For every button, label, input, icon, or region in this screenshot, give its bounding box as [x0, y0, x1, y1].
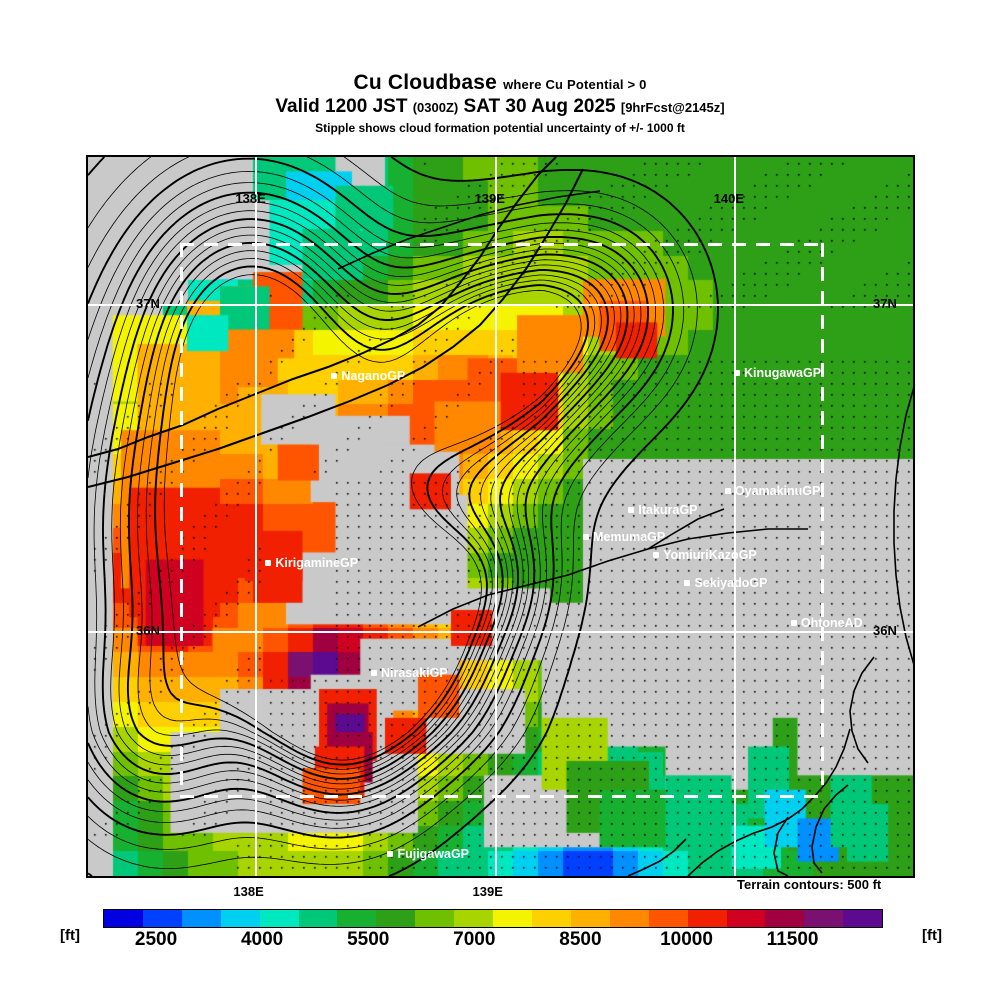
colorbar-swatch-7 [376, 910, 416, 927]
station-marker-NirasakiGP[interactable]: NirasakiGP [370, 665, 448, 680]
station-marker-MemumaGP[interactable]: MemumaGP [583, 530, 665, 544]
map-label-lon-139E: 139E [474, 191, 505, 206]
station-marker-FujigawaGP[interactable]: FujigawaGP [387, 847, 469, 861]
station-marker-KirigamineGP[interactable]: KirigamineGP [265, 556, 358, 570]
station-dot-icon [733, 369, 740, 376]
colorbar-tick-5500: 5500 [347, 929, 390, 950]
colorbar-tick-10000: 10000 [660, 929, 713, 950]
station-marker-SekiyadoGP[interactable]: SekiyadoGP [684, 576, 767, 590]
forecast-tag: [9hrFcst@2145z] [620, 100, 725, 116]
map-panel[interactable]: 138E 139E 140E 36N 36N 37N 37N NaganoGP Kinugaw… [86, 155, 915, 878]
colorbar-swatches [103, 909, 883, 928]
gridline-lon-139E [494, 157, 497, 876]
map-label-lon-138E: 138E [235, 191, 266, 206]
colorbar-swatch-6 [337, 910, 377, 927]
colorbar: [ft] [ft] 2500 4000 5500 7000 8500 10000 11500 [0, 905, 1000, 965]
colorbar-swatch-4 [259, 910, 299, 927]
latlon-grid-layer: 138E 139E 140E 36N 36N 37N 37N [88, 157, 913, 876]
colorbar-swatch-16 [726, 910, 766, 927]
colorbar-swatch-15 [687, 910, 727, 927]
station-marker-YomiuriKazoGP[interactable]: YomiuriKazoGP [653, 548, 757, 562]
inner-domain-box-edge [180, 243, 183, 795]
title-block: Cu Cloudbase where Cu Potential > 0 Vali… [0, 71, 1000, 135]
colorbar-swatch-18 [804, 910, 844, 927]
station-dot-icon [583, 533, 589, 540]
colorbar-swatch-17 [765, 910, 805, 927]
gridline-lon-140E [733, 157, 736, 876]
axis-label-lon-138E-bottom: 138E [233, 884, 264, 899]
map-label-lat-36N-left: 36N [136, 622, 160, 638]
colorbar-swatch-19 [843, 910, 883, 927]
station-label: MemumaGP [593, 529, 666, 544]
colorbar-swatch-5 [298, 910, 338, 927]
colorbar-swatch-0 [104, 910, 143, 927]
chart-title-suffix: where Cu Potential > 0 [503, 77, 647, 92]
terrain-contour-layer [88, 157, 913, 876]
chart-valid-line: Valid 1200 JST (0300Z) SAT 30 Aug 2025 [… [0, 95, 1000, 119]
station-dot-icon [331, 373, 338, 380]
colorbar-swatch-13 [609, 910, 649, 927]
map-label-lat-37N-left: 37N [136, 296, 160, 312]
colorbar-swatch-8 [415, 910, 455, 927]
station-label: OhtoneAD [800, 615, 863, 630]
chart-title: Cu Cloudbase where Cu Potential > 0 [0, 71, 1000, 94]
axis-label-lon-139E-bottom: 139E [472, 884, 503, 899]
station-marker-ItakuraGP[interactable]: ItakuraGP [628, 503, 697, 517]
colorbar-swatch-3 [220, 910, 260, 927]
colorbar-unit-left: [ft] [60, 927, 80, 944]
station-label: NirasakiGP [380, 665, 448, 680]
station-marker-OyamakinuGP[interactable]: OyamakinuGP [724, 484, 821, 499]
station-dot-icon [370, 669, 377, 676]
valid-prefix: Valid 1200 JST [275, 96, 408, 118]
gridline-lat-37N [88, 304, 913, 307]
station-dot-icon [628, 507, 635, 514]
station-label: YomiuriKazoGP [663, 548, 757, 563]
station-dot-icon [653, 552, 660, 559]
colorbar-tick-8500: 8500 [559, 929, 602, 950]
inner-domain-box-edge [180, 243, 821, 246]
station-label: FujigawaGP [397, 847, 470, 862]
station-label: KinugawaGP [743, 365, 822, 380]
colorbar-swatch-14 [648, 910, 688, 927]
chart-title-main: Cu Cloudbase [353, 71, 498, 94]
station-label: ItakuraGP [638, 503, 698, 518]
inner-domain-box-edge [821, 243, 824, 795]
colorbar-swatch-2 [181, 910, 221, 927]
valid-z: (0300Z) [412, 100, 459, 116]
station-dot-icon [387, 851, 394, 858]
inner-domain-box-edge [180, 795, 821, 798]
colorbar-swatch-11 [531, 910, 571, 927]
gridline-lat-36N [88, 630, 913, 633]
colorbar-tick-2500: 2500 [134, 929, 178, 950]
colorbar-unit-right: [ft] [922, 927, 942, 944]
colorbar-swatch-10 [493, 910, 532, 927]
station-marker-KinugawaGP[interactable]: KinugawaGP [733, 365, 822, 380]
map-label-lat-37N-right: 37N [873, 296, 897, 312]
valid-date: SAT 30 Aug 2025 [463, 96, 616, 118]
colorbar-swatch-9 [454, 910, 494, 927]
station-marker-NaganoGP[interactable]: NaganoGP [331, 369, 405, 383]
map-label-lat-36N-right: 36N [873, 622, 897, 638]
station-label: NaganoGP [341, 369, 406, 384]
station-marker-OhtoneAD[interactable]: OhtoneAD [790, 615, 863, 630]
station-dot-icon [724, 488, 731, 495]
station-dot-icon [265, 560, 272, 567]
coastline-layer [88, 157, 913, 876]
gridline-lon-138E [255, 157, 258, 876]
station-label: OyamakinuGP [734, 484, 821, 499]
station-dot-icon [684, 580, 691, 587]
map-label-lon-140E: 140E [713, 191, 745, 206]
inner-domain-box [88, 157, 913, 876]
chart-subtitle: Stipple shows cloud formation potential … [315, 120, 685, 135]
colorbar-tick-11500: 11500 [766, 929, 819, 950]
station-dot-icon [790, 619, 797, 626]
station-label: SekiyadoGP [694, 576, 768, 591]
station-marker-layer: NaganoGP KinugawaGP OyamakinuGP ItakuraGP Me… [88, 157, 913, 876]
colorbar-swatch-12 [570, 910, 610, 927]
colorbar-tick-7000: 7000 [453, 929, 496, 950]
colorbar-tick-4000: 4000 [240, 929, 284, 950]
colorbar-swatch-1 [142, 910, 182, 927]
station-label: KirigamineGP [275, 556, 359, 571]
terrain-contour-note: Terrain contours: 500 ft [737, 877, 882, 892]
